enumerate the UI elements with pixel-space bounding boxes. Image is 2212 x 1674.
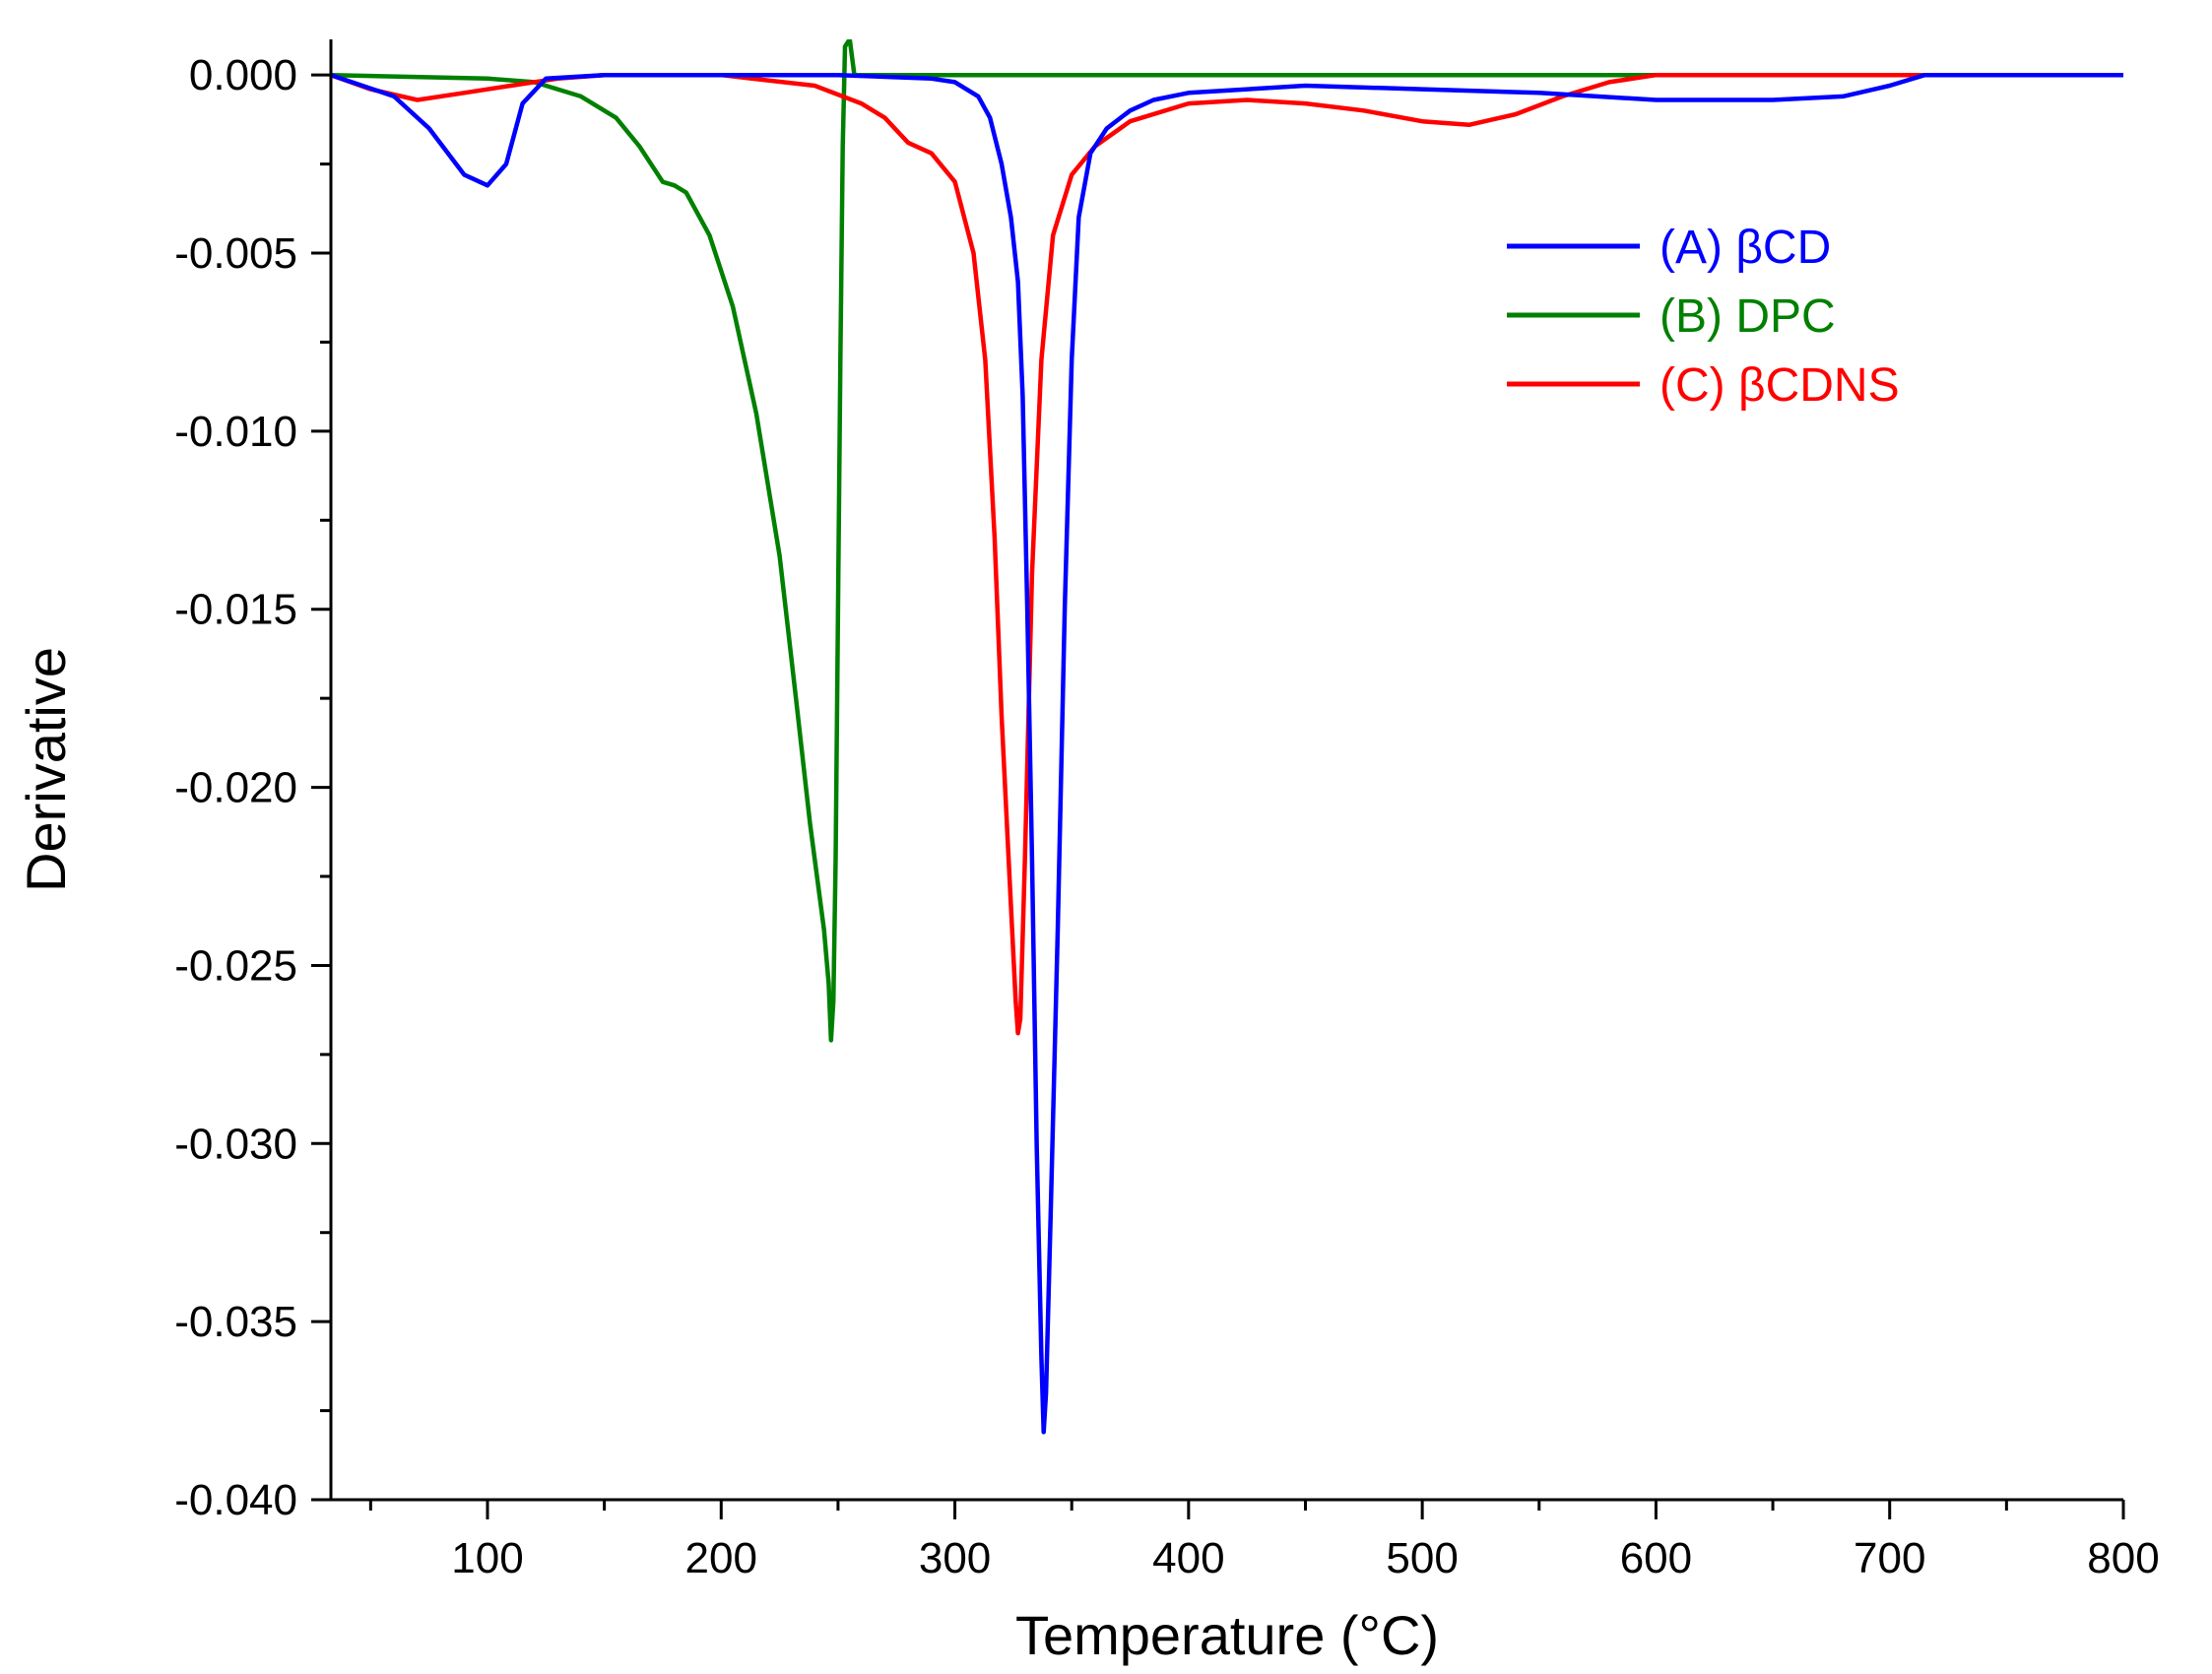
y-tick-label: -0.030 [174,1120,297,1168]
series-line-2 [331,72,2123,1036]
x-tick-label: 800 [2087,1534,2159,1582]
x-axis-title: Temperature (°C) [1015,1604,1439,1666]
legend: (A) βCD (B) DPC (C) βCDNS [1507,222,1900,412]
legend-label-1: (B) DPC [1659,290,1836,343]
y-tick-label: -0.010 [174,408,297,456]
y-axis-title: Derivative [15,647,77,892]
legend-label-2: (C) βCDNS [1659,359,1900,412]
series-line-1 [331,39,2123,1043]
x-tick-label: 500 [1386,1534,1458,1582]
x-tick-label: 300 [919,1534,991,1582]
legend-label-0: (A) βCD [1659,222,1831,274]
axes-layer [329,39,2123,1502]
y-tick-label: -0.015 [174,586,297,634]
y-tick-label: -0.040 [174,1476,297,1524]
y-tick-label: -0.035 [174,1298,297,1346]
x-tick-label: 100 [451,1534,523,1582]
x-tick-label: 200 [685,1534,757,1582]
y-tick-label: 0.000 [189,51,297,99]
series-line-0 [331,72,2123,1435]
x-tick-label: 400 [1152,1534,1224,1582]
y-tick-label: -0.005 [174,229,297,278]
y-tick-label: -0.025 [174,941,297,990]
series-layer [331,39,2123,1435]
x-tick-label: 700 [1854,1534,1925,1582]
y-tick-label: -0.020 [174,764,297,812]
ticks-layer: 100 200 300 400 500 600 700 800 0.000 -0.005 -0.01… [174,51,2159,1582]
x-tick-label: 600 [1620,1534,1692,1582]
